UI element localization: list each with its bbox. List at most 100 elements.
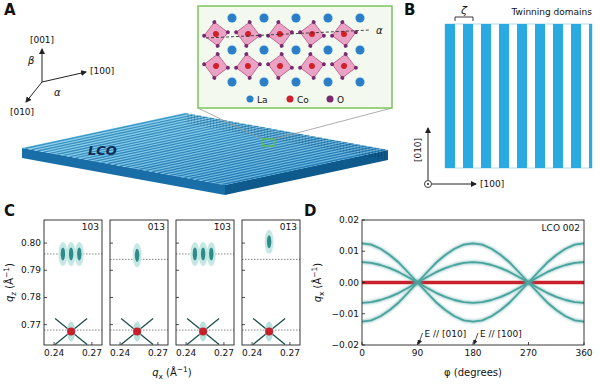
oxygen-atom <box>202 33 207 38</box>
oxygen-atom <box>215 44 220 49</box>
oxygen-atom <box>244 52 249 57</box>
oxygen-atom <box>244 44 249 49</box>
axis-name: [001] <box>30 35 54 45</box>
cobalt-atom <box>309 63 316 70</box>
cobalt-atom <box>341 63 348 70</box>
legend-swatch <box>287 96 294 103</box>
slab-ridge <box>219 149 382 184</box>
plot-frame <box>176 220 234 345</box>
axis-subscript: x <box>159 372 164 381</box>
oxygen-atom <box>343 44 348 49</box>
oxygen-atom <box>298 65 303 70</box>
period-bracket <box>455 17 473 21</box>
peak <box>199 242 208 266</box>
plot-area <box>176 242 234 344</box>
peak-core <box>265 327 273 335</box>
peak-core <box>61 247 65 260</box>
domain-stripe <box>463 24 473 168</box>
lanthanum-atom <box>356 14 365 23</box>
oxygen-atom <box>330 33 335 38</box>
peak <box>55 318 87 344</box>
streak <box>55 318 87 344</box>
axis-close: ) <box>4 263 15 267</box>
tick <box>176 270 179 271</box>
tick <box>252 342 253 345</box>
tick <box>110 297 113 298</box>
axis-close: ) <box>188 367 192 378</box>
slab-ridge <box>215 148 378 183</box>
octahedron-face <box>266 20 293 47</box>
peak <box>253 318 285 344</box>
tick <box>417 342 418 345</box>
panel-letter: D <box>304 202 316 220</box>
tick-label: 0.80 <box>21 238 41 248</box>
lanthanum-atom <box>292 46 301 55</box>
subplot-title: 1̄03 <box>214 222 231 232</box>
phi-scan: 090180270360−0.02−0.010.000.010.02LCO 00… <box>310 215 593 378</box>
oxygen-atom <box>234 65 239 70</box>
lanthanum-atom <box>228 14 237 23</box>
peak <box>75 242 84 266</box>
tick-label: −0.01 <box>331 309 359 319</box>
slab-ridge <box>200 145 363 180</box>
plot-area <box>362 243 584 321</box>
tick <box>362 313 365 314</box>
axis-arrow <box>42 72 86 82</box>
oxygen-atom <box>279 52 284 57</box>
oxygen-atom <box>311 76 316 81</box>
tick <box>176 297 179 298</box>
axis-name: [100] <box>90 66 114 76</box>
axis-close: ) <box>312 263 323 267</box>
peak <box>58 242 67 266</box>
peak-halo <box>265 321 273 341</box>
zoom-box <box>262 139 274 146</box>
peak-halo <box>67 321 75 341</box>
peak-core <box>77 247 81 260</box>
octahedron-face <box>202 20 229 47</box>
octahedron <box>328 18 360 50</box>
tick-label: 0.24 <box>242 348 262 358</box>
slab-ridge <box>212 148 375 183</box>
axis-unit: (Å <box>3 278 15 289</box>
peak-halo <box>199 321 207 341</box>
axis-arrow <box>42 49 43 82</box>
tick-label: 0.24 <box>110 348 130 358</box>
octahedron <box>232 50 264 82</box>
lanthanum-atom <box>356 46 365 55</box>
tick <box>54 342 55 345</box>
axis-title: qz(Å−1) <box>2 263 18 302</box>
peak-halo <box>67 242 76 266</box>
legend-label: O <box>337 95 344 105</box>
plot-background <box>176 220 234 345</box>
peak-halo <box>133 243 142 267</box>
oxygen-atom <box>266 62 271 67</box>
peak-core <box>209 247 213 260</box>
octahedron-face <box>234 52 261 79</box>
angle-label: α <box>54 87 61 98</box>
peak <box>190 242 199 266</box>
slab-ridge <box>222 149 385 184</box>
slab-ridge <box>193 144 356 179</box>
zoom-line <box>198 108 262 139</box>
lanthanum-atom <box>292 14 301 23</box>
streak <box>121 318 153 344</box>
slab-ridge <box>209 147 372 182</box>
zoom-line <box>274 108 392 139</box>
axis-subscript: x <box>317 291 326 296</box>
satellite-line <box>362 262 584 303</box>
domain-stripe <box>499 24 509 168</box>
plot-background <box>44 220 102 345</box>
peak-halo <box>190 242 199 266</box>
rsm-subplot: 0.240.2701̄3 <box>242 220 300 358</box>
oxygen-atom <box>322 62 327 67</box>
cobalt-atom <box>277 63 284 70</box>
tick <box>473 342 474 345</box>
axis-title: φ (degrees) <box>444 367 502 378</box>
axis-superscript: −1 <box>177 365 188 374</box>
oxygen-atom <box>279 44 284 49</box>
oxygen-atom <box>290 65 295 70</box>
tick-label: −0.02 <box>331 340 359 350</box>
plot-area <box>110 243 168 344</box>
oxygen-atom <box>340 20 345 25</box>
oxygen-atom <box>247 20 252 25</box>
